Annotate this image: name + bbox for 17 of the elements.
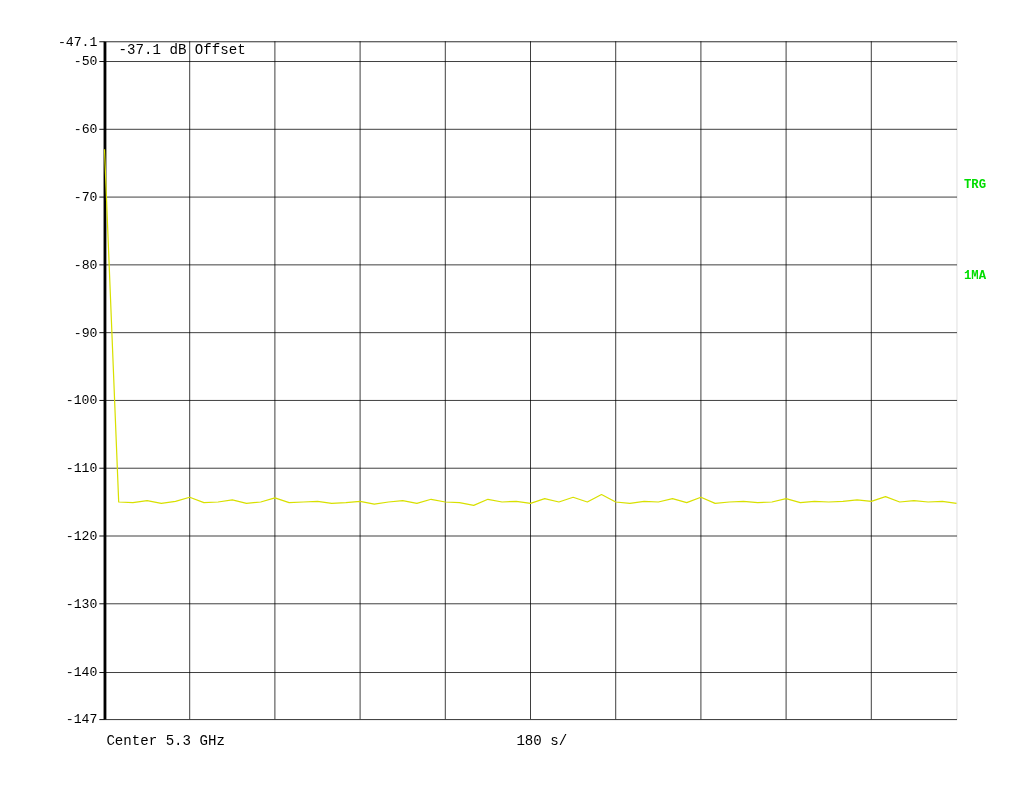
annotation: -37.1 dB Offset [118, 42, 246, 59]
text: TRG [964, 178, 987, 193]
y-tick-label: -50 [73, 54, 98, 70]
y-tick-label: -70 [73, 189, 98, 205]
y-tick-label: -47.1 [57, 34, 98, 50]
y-tick-label: -110 [65, 461, 98, 477]
y-tick-label: -140 [65, 664, 98, 680]
y-tick-label: -120 [65, 529, 98, 545]
text: 180 s/ [516, 732, 568, 749]
text: Center 5.3 GHz [106, 732, 225, 749]
y-tick-label: -100 [65, 393, 98, 409]
y-tick-label: -90 [73, 325, 98, 341]
y-tick-label: -60 [73, 122, 98, 138]
text: 1MA [964, 268, 987, 283]
y-tick-label: -147 [65, 712, 98, 728]
y-tick-label: -80 [73, 257, 98, 273]
y-tick-label: -130 [65, 597, 98, 613]
